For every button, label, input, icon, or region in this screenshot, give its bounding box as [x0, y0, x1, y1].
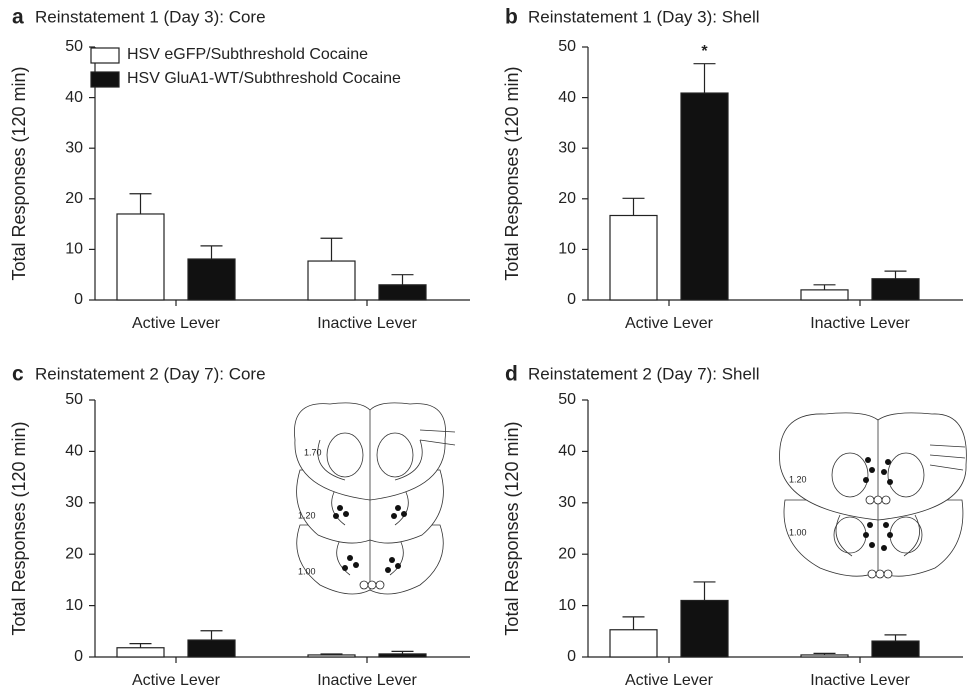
- atlas-label: 1.00: [298, 566, 316, 576]
- bar: [801, 655, 848, 657]
- y-tick-label: 10: [65, 241, 83, 258]
- y-tick-label: 50: [65, 38, 83, 55]
- x-tick-label: Inactive Lever: [810, 672, 910, 689]
- bar: [872, 279, 919, 300]
- y-tick-label: 50: [558, 391, 576, 408]
- panel-letter: a: [12, 6, 24, 29]
- y-tick-label: 20: [558, 190, 576, 207]
- y-tick-label: 50: [65, 391, 83, 408]
- error-bar: [130, 194, 152, 214]
- error-bar: [201, 631, 223, 640]
- y-tick-label: 10: [558, 241, 576, 258]
- error-bar: [201, 246, 223, 259]
- x-tick-label: Active Lever: [625, 315, 714, 332]
- x-tick-label: Active Lever: [132, 672, 221, 689]
- y-tick-label: 0: [567, 291, 576, 308]
- error-bar: [814, 285, 836, 290]
- error-bar: [623, 617, 645, 630]
- y-axis-label: Total Responses (120 min): [502, 421, 522, 635]
- x-tick-label: Active Lever: [132, 315, 221, 332]
- y-tick-label: 10: [65, 597, 83, 614]
- legend-swatch: [91, 48, 119, 63]
- error-bar: [623, 198, 645, 215]
- bar: [117, 648, 164, 657]
- error-bar: [321, 238, 343, 261]
- y-tick-label: 10: [558, 597, 576, 614]
- y-tick-label: 20: [65, 545, 83, 562]
- panel-letter: d: [505, 363, 518, 386]
- y-tick-label: 40: [558, 89, 576, 106]
- y-tick-label: 40: [65, 443, 83, 460]
- figure: a Reinstatement 1 (Day 3): Core Total Resp…: [0, 0, 968, 690]
- bar: [379, 285, 426, 300]
- chart-title: Reinstatement 1 (Day 3): Shell: [528, 7, 760, 26]
- y-tick-label: 0: [74, 291, 83, 308]
- atlas-label: 1.20: [298, 510, 316, 520]
- error-bar: [885, 635, 907, 641]
- bar: [872, 641, 919, 657]
- y-tick-label: 40: [558, 443, 576, 460]
- legend-label: HSV eGFP/Subthreshold Cocaine: [127, 46, 368, 63]
- y-tick-label: 30: [65, 139, 83, 156]
- y-tick-label: 0: [74, 648, 83, 665]
- error-bar: [885, 271, 907, 279]
- x-tick-label: Active Lever: [625, 672, 714, 689]
- bar: [379, 654, 426, 657]
- chart-title: Reinstatement 2 (Day 7): Core: [35, 364, 266, 383]
- y-tick-label: 30: [558, 139, 576, 156]
- y-axis-label: Total Responses (120 min): [9, 66, 29, 280]
- bar: [117, 214, 164, 300]
- x-tick-label: Inactive Lever: [317, 315, 417, 332]
- chart-title: Reinstatement 1 (Day 3): Core: [35, 7, 266, 26]
- bar: [610, 630, 657, 657]
- error-bar: [130, 644, 152, 648]
- atlas-core: [294, 403, 455, 594]
- y-tick-label: 0: [567, 648, 576, 665]
- x-tick-label: Inactive Lever: [810, 315, 910, 332]
- significance-marker: *: [701, 43, 708, 60]
- legend-swatch: [91, 72, 119, 87]
- y-axis-label: Total Responses (120 min): [502, 66, 522, 280]
- bar: [801, 290, 848, 300]
- bar: [188, 259, 235, 300]
- y-tick-label: 20: [558, 545, 576, 562]
- chart-title: Reinstatement 2 (Day 7): Shell: [528, 364, 760, 383]
- y-tick-label: 50: [558, 38, 576, 55]
- y-tick-label: 30: [65, 494, 83, 511]
- atlas-label: 1.00: [789, 527, 807, 537]
- y-axis-label: Total Responses (120 min): [9, 421, 29, 635]
- atlas-shell: [780, 413, 967, 578]
- bar: [681, 93, 728, 300]
- error-bar: [392, 275, 414, 285]
- y-tick-label: 40: [65, 89, 83, 106]
- panel-letter: c: [12, 363, 24, 386]
- y-tick-label: 30: [558, 494, 576, 511]
- error-bar: [694, 64, 716, 93]
- y-tick-label: 20: [65, 190, 83, 207]
- panel-letter: b: [505, 6, 518, 29]
- error-bar: [694, 582, 716, 601]
- bar: [610, 215, 657, 300]
- bar: [308, 655, 355, 657]
- bar: [681, 600, 728, 657]
- atlas-label: 1.70: [304, 447, 322, 457]
- legend-label: HSV GluA1-WT/Subthreshold Cocaine: [127, 70, 401, 87]
- bar: [188, 640, 235, 657]
- x-tick-label: Inactive Lever: [317, 672, 417, 689]
- atlas-label: 1.20: [789, 474, 807, 484]
- bar: [308, 261, 355, 300]
